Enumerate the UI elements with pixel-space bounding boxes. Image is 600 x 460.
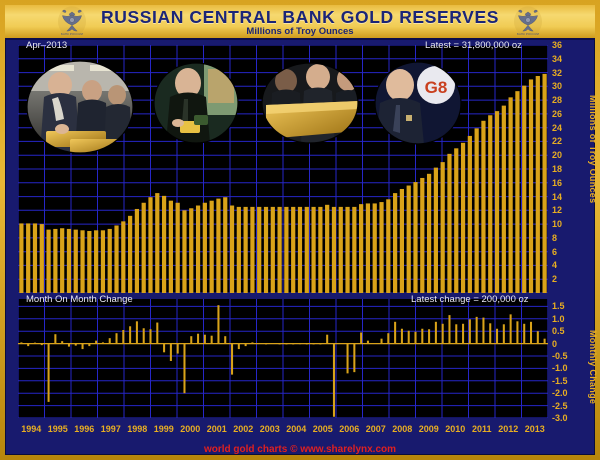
reserves-chart-plot: G8 [18,45,548,293]
x-axis-tick: 2011 [471,424,492,434]
x-axis-tick: 2013 [524,424,545,434]
monthly-change-y-tick: 0.5 [552,326,565,337]
reserves-y-tick: 36 [552,40,563,50]
monthly-change-y-tick: 1.5 [552,301,565,312]
monthly-change-y-tick: -1.5 [552,375,568,386]
reserves-y-tick: 20 [552,150,563,161]
x-axis-tick: 1994 [21,424,42,434]
x-axis-tick: 2012 [498,424,519,434]
page-subtitle: Millions of Troy Ounces [246,26,354,37]
reserves-y-tick: 32 [552,67,563,78]
reserves-bars [19,73,547,293]
monthly-change-y-tick: -2.5 [552,400,568,411]
latest-change-label: Latest change = 200,000 oz [411,294,529,305]
title-banner: БАНК РОССИИ RUSSIAN CENTRAL BANK GOLD RE… [5,5,595,40]
x-axis-tick: 2002 [233,424,254,434]
reserves-y-tick: 34 [552,53,563,64]
russian-eagle-crest-icon: БАНК РОССИИ [57,6,87,37]
x-axis-tick: 2007 [365,424,386,434]
x-axis-tick: 2004 [286,424,307,434]
russian-eagle-crest-icon: БАНК РОССИИ [513,6,543,37]
credit-footer: world gold charts © www.sharelynx.com [203,444,397,455]
reserves-y-tick: 12 [552,205,563,216]
reserves-y-tick: 14 [552,191,563,202]
lower-panel-title: Month On Month Change [26,294,133,305]
reserves-y-tick: 2 [552,274,558,285]
x-axis-tick: 1997 [100,424,121,434]
reserves-y-tick: 22 [552,136,563,147]
x-axis-tick: 1999 [153,424,174,434]
x-axis-tick: 2005 [312,424,333,434]
monthly-change-bars [18,305,548,417]
reserves-y-tick: 16 [552,177,563,188]
reserves-axis-title: Millions of Troy Ounces [588,95,598,204]
x-axis-tick: 2008 [392,424,413,434]
monthly-change-chart-plot [18,299,548,418]
x-axis-tick: 1995 [47,424,68,434]
x-axis-tick: 1996 [74,424,95,434]
x-axis-tick: 2003 [259,424,280,434]
reserves-y-tick: 28 [552,95,563,106]
reserves-y-tick: 24 [552,122,563,133]
svg-text:БАНК РОССИИ: БАНК РОССИИ [61,32,83,36]
reserves-y-tick: 18 [552,164,563,174]
reserves-y-tick: 4 [552,260,558,271]
x-axis-tick: 1998 [127,424,148,434]
page-title: RUSSIAN CENTRAL BANK GOLD RESERVES [101,7,499,27]
reserves-y-tick: 6 [552,246,558,257]
latest-value-label: Latest = 31,800,000 oz [425,40,522,51]
x-axis-tick: 2010 [445,424,466,434]
svg-text:БАНК РОССИИ: БАНК РОССИИ [517,32,539,36]
date-stamp: Apr–2013 [26,40,68,51]
monthly-change-y-tick: -0.5 [552,351,568,362]
x-axis-tick: 2000 [180,424,201,434]
reserves-y-tick: 10 [552,219,563,230]
reserves-y-tick: 8 [552,232,558,243]
x-axis-tick: 2009 [418,424,439,434]
reserves-y-tick: 26 [552,108,563,119]
monthly-change-axis-title: Monthly Change [588,330,598,405]
x-axis-tick: 2001 [206,424,227,434]
monthly-change-y-tick: 1.0 [552,313,565,324]
monthly-change-y-tick: -3.0 [552,413,568,423]
reserves-y-tick: 30 [552,81,563,92]
x-axis-tick: 2006 [339,424,360,434]
monthly-change-y-tick: -1.0 [552,363,568,374]
monthly-change-y-tick: 0 [552,338,558,349]
monthly-change-y-tick: -2.0 [552,388,568,399]
